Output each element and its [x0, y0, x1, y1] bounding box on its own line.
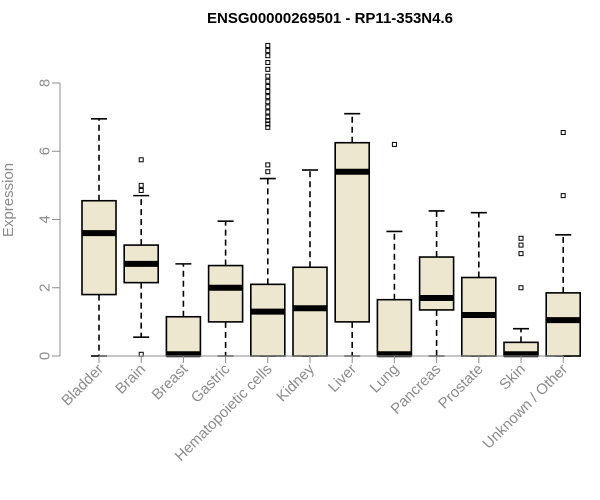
box-pancreas [418, 210, 455, 357]
outlier-point [138, 182, 144, 188]
y-tick-label: 4 [36, 215, 53, 223]
y-tick-label: 0 [36, 352, 53, 360]
outlier-point [138, 157, 144, 163]
box-liver [334, 112, 371, 357]
x-tick-label: Kidney [273, 360, 318, 405]
iqr-box [292, 266, 328, 357]
outlier-point [265, 83, 271, 89]
box-kidney [292, 169, 328, 357]
box-gastric [207, 220, 244, 357]
outlier-point [265, 48, 271, 54]
box-unknown-other [545, 129, 582, 357]
outlier-point [265, 73, 271, 79]
iqr-box [418, 256, 455, 311]
x-tick-label: Bladder [58, 361, 107, 410]
outlier-point [265, 42, 271, 48]
box-lung [376, 141, 413, 358]
outlier-point [518, 285, 524, 291]
y-axis: 0 2 4 6 8 [36, 79, 61, 360]
outlier-point [265, 121, 271, 127]
y-tick-label: 8 [36, 79, 53, 87]
boxes-group [81, 42, 582, 358]
outlier-point [265, 78, 271, 84]
iqr-box [545, 292, 582, 357]
x-tick-label: Skin [496, 361, 529, 394]
box-skin [503, 235, 539, 358]
iqr-box [81, 199, 117, 296]
outlier-point [265, 109, 271, 115]
outlier-point [265, 53, 271, 59]
outlier-point [518, 235, 524, 241]
outlier-point [518, 242, 524, 248]
outlier-point [265, 99, 271, 105]
outlier-point [265, 118, 271, 124]
outlier-point [265, 162, 271, 168]
x-tick-label: Prostate [435, 361, 487, 413]
iqr-box [165, 315, 202, 357]
x-tick-label: Breast [149, 360, 192, 403]
outlier-point [265, 66, 271, 72]
iqr-box [250, 283, 286, 357]
y-axis-label: Expression [0, 163, 17, 237]
x-tick-label: Liver [325, 361, 360, 396]
x-tick-label: Brain [112, 361, 149, 398]
outlier-point [265, 94, 271, 100]
outlier-point [560, 129, 566, 135]
outlier-point [265, 104, 271, 110]
y-tick-label: 6 [36, 147, 53, 155]
outlier-point [265, 114, 271, 120]
outlier-point [560, 193, 566, 199]
y-tick-label: 2 [36, 284, 53, 292]
chart-title: ENSG00000269501 - RP11-353N4.6 [207, 10, 453, 27]
box-bladder [81, 118, 117, 357]
box-hematopoietic-cells [250, 42, 286, 357]
box-prostate [460, 211, 497, 357]
box-breast [165, 263, 202, 358]
iqr-box [207, 264, 244, 323]
x-tick-label: Lung [367, 361, 403, 397]
outlier-point [265, 60, 271, 66]
box-brain [123, 157, 159, 357]
iqr-box [376, 298, 413, 357]
outlier-point [391, 141, 397, 147]
outlier-point [265, 89, 271, 95]
outlier-point [265, 124, 271, 130]
outlier-point [518, 251, 524, 257]
outlier-point [138, 187, 144, 193]
outlier-point [265, 169, 271, 175]
